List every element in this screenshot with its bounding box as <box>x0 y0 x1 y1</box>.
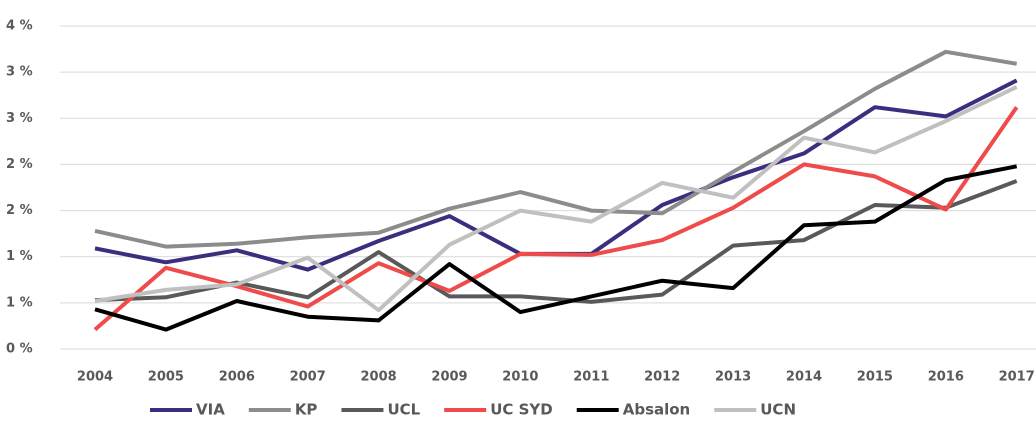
y-tick-label: 4 % <box>6 19 33 34</box>
x-tick-label: 2006 <box>219 370 255 385</box>
legend-label: UCN <box>760 401 796 419</box>
x-tick-label: 2015 <box>857 370 893 385</box>
x-tick-label: 2013 <box>715 370 751 385</box>
y-tick-label: 1 % <box>6 295 33 310</box>
series-line <box>94 85 1018 313</box>
legend-label: KP <box>295 401 318 419</box>
x-tick-label: 2016 <box>928 370 964 385</box>
y-tick-label: 2 % <box>6 157 33 172</box>
series-line <box>94 78 1018 272</box>
y-tick-label: 0 % <box>6 342 33 357</box>
x-tick-label: 2012 <box>644 370 680 385</box>
x-tick-label: 2004 <box>77 370 113 385</box>
x-tick-label: 2017 <box>999 370 1035 385</box>
series-line <box>94 164 1018 332</box>
x-tick-label: 2014 <box>786 370 822 385</box>
x-tick-label: 2009 <box>431 370 467 385</box>
series-line <box>94 49 1018 249</box>
x-tick-label: 2007 <box>290 370 326 385</box>
y-tick-label: 1 % <box>6 249 33 264</box>
series-line <box>93 106 1019 332</box>
legend-label: UCL <box>387 401 420 419</box>
y-tick-label: 3 % <box>6 65 33 80</box>
x-tick-label: 2008 <box>361 370 397 385</box>
x-tick-label: 2011 <box>573 370 609 385</box>
series-line <box>94 179 1018 304</box>
legend-label: VIA <box>196 401 225 419</box>
y-tick-label: 3 % <box>6 111 33 126</box>
y-tick-label: 2 % <box>6 203 33 218</box>
legend-label: Absalon <box>623 401 691 419</box>
x-tick-label: 2010 <box>502 370 538 385</box>
legend-label: UC SYD <box>490 401 553 419</box>
x-tick-label: 2005 <box>148 370 184 385</box>
